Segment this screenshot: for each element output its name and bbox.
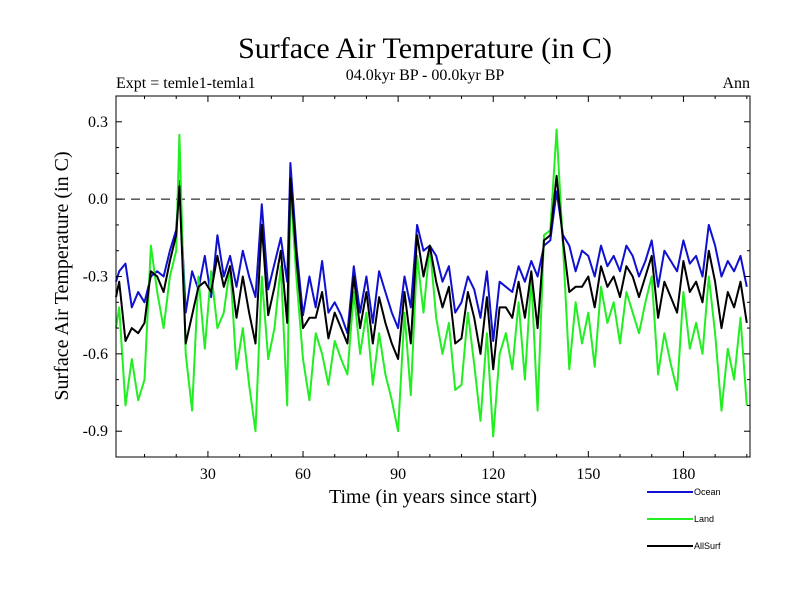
y-tick-label: -0.9 [83,423,108,440]
legend-label-ocean: Ocean [694,487,721,497]
y-tick-label: -0.6 [83,346,108,363]
x-axis-label: Time (in years since start) [329,486,537,508]
x-tick-label: 90 [390,466,406,483]
expt-label: Expt = temle1-temla1 [116,75,256,92]
y-tick-label: 0.0 [88,191,108,208]
x-tick-label: 60 [295,466,311,483]
x-tick-label: 180 [671,466,695,483]
x-tick-label: 150 [576,466,600,483]
series-line-ocean [115,162,748,342]
x-tick-label: 30 [200,466,216,483]
x-tick-label: 120 [481,466,505,483]
y-tick-label: 0.3 [88,114,108,131]
chart-subtitle: 04.0kyr BP - 00.0kyr BP [346,67,505,84]
y-tick-label: -0.3 [83,269,108,286]
chart-title: Surface Air Temperature (in C) [238,32,612,65]
y-axis-label: Surface Air Temperature (in C) [51,151,73,400]
series-line-allsurf [115,174,748,371]
legend-label-allsurf: AllSurf [694,541,721,551]
series-line-land [115,128,748,438]
period-label: Ann [722,75,750,92]
legend-label-land: Land [694,514,714,524]
